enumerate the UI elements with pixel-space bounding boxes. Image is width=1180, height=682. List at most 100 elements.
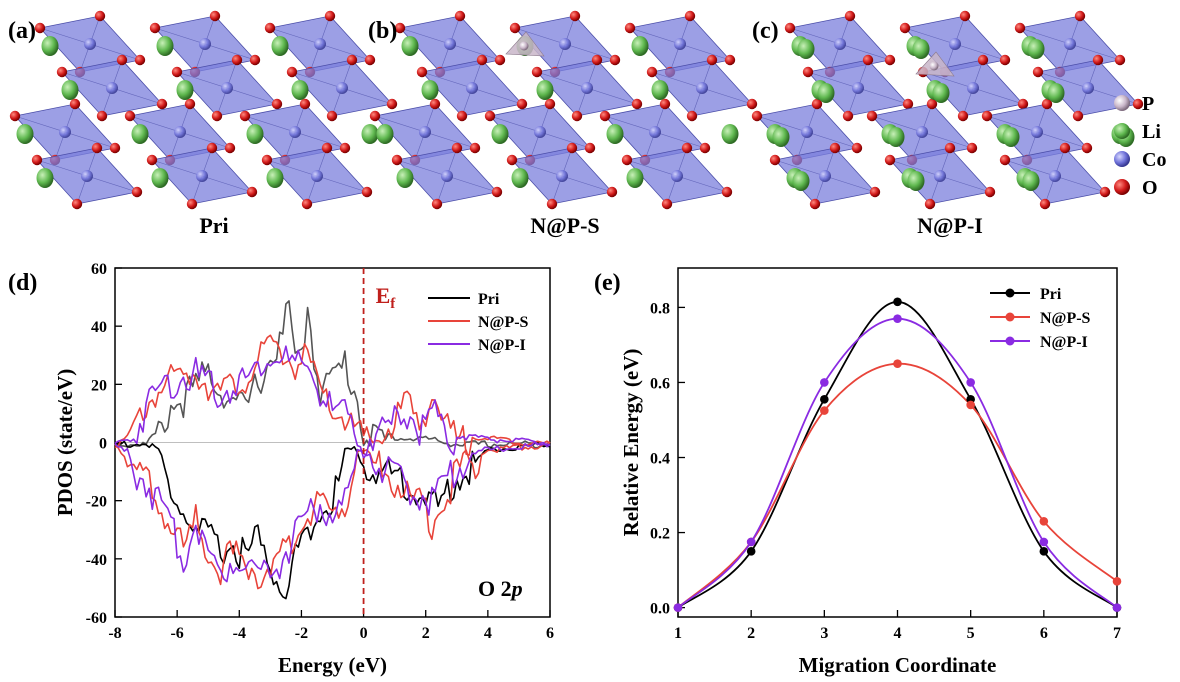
li-atom bbox=[721, 124, 739, 144]
li-atom bbox=[41, 36, 59, 56]
o-atom bbox=[926, 98, 938, 110]
li-atom bbox=[631, 36, 649, 56]
co-atom bbox=[1049, 170, 1061, 182]
o-atom bbox=[369, 110, 381, 122]
li-atom bbox=[912, 39, 930, 59]
legend-atom-co bbox=[1114, 151, 1130, 167]
o-atom bbox=[134, 54, 146, 66]
x-tick-label: 6 bbox=[546, 625, 554, 642]
fermi-subscript: f bbox=[390, 296, 396, 312]
li-atom bbox=[401, 36, 419, 56]
o-atom bbox=[944, 142, 956, 154]
o-atom bbox=[451, 142, 463, 154]
li-atom bbox=[511, 168, 529, 188]
o-atom bbox=[116, 54, 128, 66]
co-atom bbox=[819, 170, 831, 182]
o-atom bbox=[862, 54, 874, 66]
o-atom bbox=[621, 154, 633, 166]
x-axis-label: Migration Coordinate bbox=[799, 653, 997, 677]
o-atom bbox=[829, 142, 841, 154]
o-atom bbox=[869, 186, 881, 198]
o-atom bbox=[9, 110, 21, 122]
o-atom bbox=[476, 54, 488, 66]
x-axis-label: Energy (eV) bbox=[278, 653, 387, 677]
x-tick-label: 0 bbox=[360, 625, 368, 642]
o-atom bbox=[299, 98, 311, 110]
li-atom bbox=[1002, 127, 1020, 147]
o-atom bbox=[484, 110, 496, 122]
co-atom bbox=[916, 126, 928, 138]
o-atom bbox=[71, 198, 83, 210]
o-atom bbox=[231, 54, 243, 66]
p-atom bbox=[519, 41, 529, 51]
co-atom bbox=[419, 126, 431, 138]
li-atom bbox=[376, 124, 394, 144]
co-atom bbox=[174, 126, 186, 138]
o-atom bbox=[1041, 98, 1053, 110]
o-atom bbox=[339, 142, 351, 154]
panel-label-a: (a) bbox=[8, 18, 36, 44]
y-axis-label: PDOS (state/eV) bbox=[53, 369, 77, 517]
x-tick-label: -6 bbox=[170, 625, 183, 642]
co-atom bbox=[311, 170, 323, 182]
energy-point-npi bbox=[746, 537, 756, 547]
o-atom bbox=[34, 22, 46, 34]
o-atom bbox=[211, 110, 223, 122]
co-atom bbox=[314, 38, 326, 50]
o-atom bbox=[686, 110, 698, 122]
o-atom bbox=[206, 142, 218, 154]
o-atom bbox=[249, 54, 261, 66]
o-atom bbox=[746, 98, 758, 110]
y-tick-label: -40 bbox=[86, 552, 107, 569]
legend-marker bbox=[1005, 288, 1015, 298]
co-atom bbox=[834, 38, 846, 50]
caption-nps: N@P-S bbox=[530, 213, 599, 238]
o-atom bbox=[1014, 22, 1026, 34]
p-atom bbox=[929, 61, 939, 71]
legend-label-p: P bbox=[1142, 93, 1154, 115]
legend-marker bbox=[1005, 336, 1015, 346]
o-atom bbox=[286, 66, 298, 78]
co-atom bbox=[106, 82, 118, 94]
li-atom bbox=[131, 124, 149, 144]
panel-label-c: (c) bbox=[752, 18, 779, 44]
li-atom bbox=[1027, 39, 1045, 59]
o-atom bbox=[884, 154, 896, 166]
co-atom bbox=[466, 82, 478, 94]
o-atom bbox=[246, 186, 258, 198]
o-atom bbox=[959, 10, 971, 22]
o-atom bbox=[94, 10, 106, 22]
o-atom bbox=[631, 98, 643, 110]
o-atom bbox=[186, 198, 198, 210]
o-atom bbox=[429, 98, 441, 110]
o-atom bbox=[1074, 10, 1086, 22]
li-atom bbox=[266, 168, 284, 188]
o-atom bbox=[851, 142, 863, 154]
co-atom bbox=[801, 126, 813, 138]
legend-label-li: Li bbox=[1142, 121, 1161, 143]
energy-point-pri bbox=[820, 395, 829, 404]
o-atom bbox=[386, 98, 398, 110]
o-atom bbox=[516, 98, 528, 110]
o-atom bbox=[706, 54, 718, 66]
li-atom bbox=[156, 36, 174, 56]
co-atom bbox=[59, 126, 71, 138]
li-atom bbox=[772, 127, 790, 147]
o-atom bbox=[346, 54, 358, 66]
co-atom bbox=[852, 82, 864, 94]
o-atom bbox=[261, 154, 273, 166]
y-tick-label: 20 bbox=[91, 377, 107, 394]
x-tick-label: 2 bbox=[422, 625, 430, 642]
o-atom bbox=[431, 198, 443, 210]
y-tick-label: 0.4 bbox=[650, 451, 670, 468]
li-atom bbox=[792, 171, 810, 191]
o-atom bbox=[506, 154, 518, 166]
migration-chart: 1 2 3 4 5 6 7 0.0 0.2 0.4 0.6 0.8 Migration Coordina… bbox=[619, 267, 1122, 677]
o-atom bbox=[569, 10, 581, 22]
li-atom bbox=[626, 168, 644, 188]
o-atom bbox=[646, 66, 658, 78]
o-atom bbox=[1132, 98, 1144, 110]
li-atom bbox=[887, 127, 905, 147]
o-atom bbox=[544, 98, 556, 110]
